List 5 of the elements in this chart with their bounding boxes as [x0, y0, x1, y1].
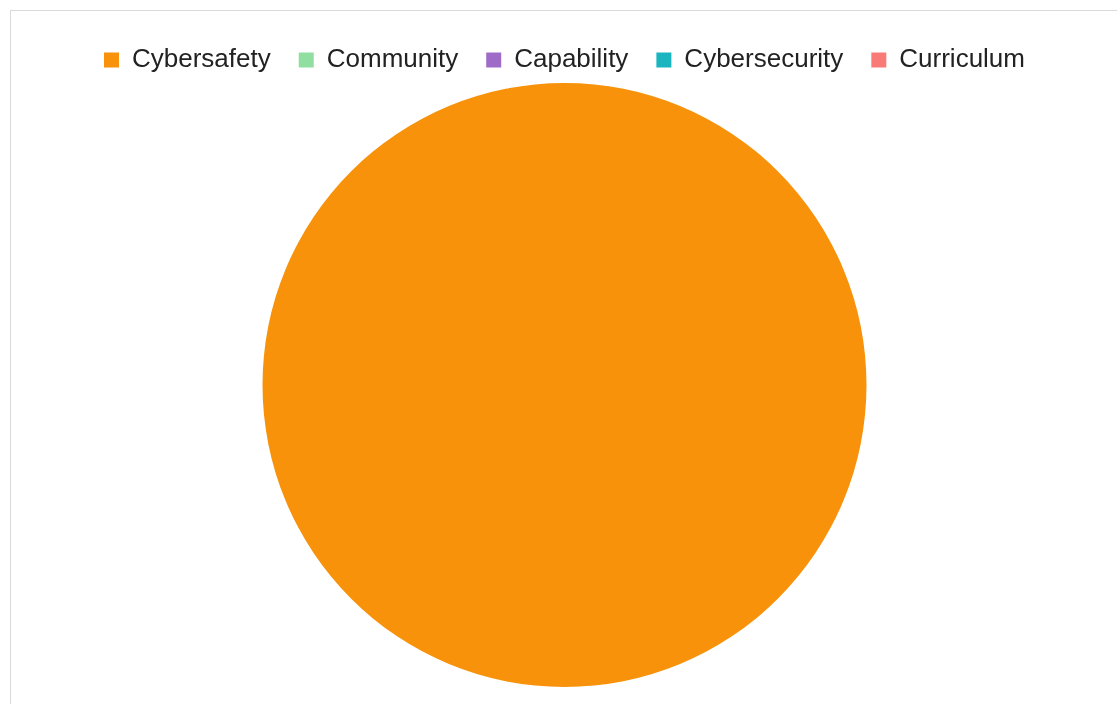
legend-label: Community [326, 43, 459, 74]
legend-label: Cybersecurity [684, 43, 844, 74]
legend-label: Cybersafety [132, 43, 271, 74]
legend-label: Capability [514, 43, 629, 74]
legend-label: Curriculum [899, 43, 1025, 74]
